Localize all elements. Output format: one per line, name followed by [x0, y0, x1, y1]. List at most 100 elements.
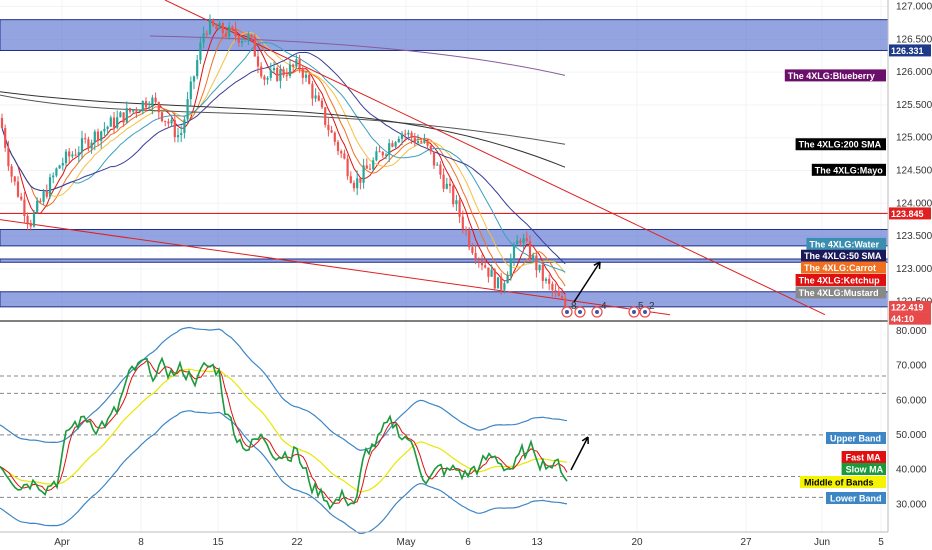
- candle: [183, 115, 186, 139]
- candle-body: [173, 120, 176, 138]
- candle-body: [308, 74, 311, 84]
- candle: [423, 133, 426, 144]
- candle-body: [20, 196, 23, 200]
- candle-body: [45, 191, 48, 197]
- candle-body: [151, 97, 154, 107]
- candle-body: [71, 154, 74, 157]
- candle-body: [500, 277, 503, 290]
- candle-body: [4, 128, 7, 148]
- price-label-bg: [889, 207, 931, 220]
- candle-body: [87, 139, 90, 149]
- candle-body: [157, 102, 160, 113]
- candle-body: [349, 176, 352, 183]
- indicator-label: The 4XLG:Mayo: [815, 165, 884, 175]
- indicator-label-bg: [801, 249, 886, 262]
- candle-body: [138, 111, 141, 113]
- indicator-label: The 4XLG:50 SMA: [804, 251, 882, 261]
- candle-body: [413, 137, 416, 143]
- candle-body: [269, 70, 272, 78]
- indicator-labels: 126.331 123.845 122.419 44:10 The 4XLG:Blueb…: [784, 44, 931, 504]
- candle: [455, 194, 458, 211]
- candle: [471, 243, 474, 255]
- candle-body: [535, 255, 538, 271]
- candle: [522, 233, 525, 249]
- candle-body: [340, 151, 343, 154]
- candle-body: [311, 83, 314, 99]
- candle-body: [525, 238, 528, 241]
- candle: [10, 163, 13, 183]
- candle: [442, 168, 445, 193]
- candle-body: [96, 131, 100, 141]
- candle-body: [298, 59, 301, 69]
- candle-body: [42, 191, 45, 202]
- candle: [359, 178, 362, 190]
- price-label: 122.419: [891, 302, 924, 312]
- zone-rect: [0, 291, 889, 308]
- candle: [164, 120, 167, 127]
- candle-body: [39, 200, 42, 202]
- candle-body: [551, 283, 554, 291]
- indicator-label: The 4XLG:Carrot: [804, 263, 876, 273]
- candle-body: [186, 99, 189, 120]
- candle: [0, 113, 4, 129]
- candle: [365, 158, 368, 169]
- candle-body: [394, 142, 397, 147]
- candle: [32, 210, 36, 228]
- candle-body: [36, 200, 39, 213]
- candle-body: [141, 101, 144, 112]
- candle-body: [199, 42, 202, 61]
- candle-body: [560, 296, 564, 299]
- time-tick: May: [397, 537, 416, 548]
- candle: [532, 252, 535, 263]
- candle: [109, 115, 112, 127]
- price-arrow: [573, 261, 601, 303]
- candle-body: [61, 163, 64, 166]
- candle-body: [183, 119, 186, 134]
- candle-body: [474, 252, 477, 260]
- candle: [167, 118, 170, 128]
- candle-body: [170, 120, 173, 124]
- candle-body: [144, 101, 148, 108]
- candle: [384, 152, 388, 160]
- candlesticks: [0, 14, 567, 311]
- down-trendline: [164, 0, 826, 316]
- candle-body: [317, 95, 320, 101]
- candle: [173, 112, 176, 143]
- candle: [285, 68, 288, 81]
- candle: [116, 110, 119, 130]
- candle-body: [90, 142, 93, 149]
- candle-body: [445, 183, 448, 189]
- candle: [279, 64, 282, 89]
- candle: [125, 101, 128, 124]
- candle-body: [455, 200, 458, 205]
- candle-body: [106, 126, 109, 129]
- rsi-legend-label: Fast MA: [846, 453, 882, 463]
- candle-body: [122, 112, 125, 123]
- candle-body: [429, 145, 432, 152]
- indicator-label: The 4XLG:Water: [809, 239, 879, 249]
- candle: [224, 27, 228, 40]
- candle-body: [176, 135, 180, 138]
- candle: [52, 172, 55, 184]
- candle: [157, 101, 160, 120]
- candle-body: [420, 141, 423, 143]
- candle: [410, 130, 413, 144]
- candle-body: [132, 109, 135, 112]
- price-tick: 126.000: [896, 67, 932, 78]
- candle-body: [112, 117, 116, 128]
- candle: [391, 140, 394, 148]
- candle-body: [320, 100, 324, 108]
- candle: [244, 40, 247, 42]
- candle: [343, 149, 346, 160]
- candle: [141, 100, 144, 115]
- candle: [218, 18, 221, 30]
- candle-body: [58, 165, 61, 169]
- candle: [461, 210, 464, 234]
- candle-body: [295, 59, 298, 67]
- zone-rect: [0, 228, 889, 247]
- price-label: 123.845: [891, 209, 924, 219]
- candle-body: [487, 267, 490, 277]
- candle: [404, 129, 407, 142]
- candle-body: [468, 230, 471, 248]
- moving-averages: [0, 26, 566, 295]
